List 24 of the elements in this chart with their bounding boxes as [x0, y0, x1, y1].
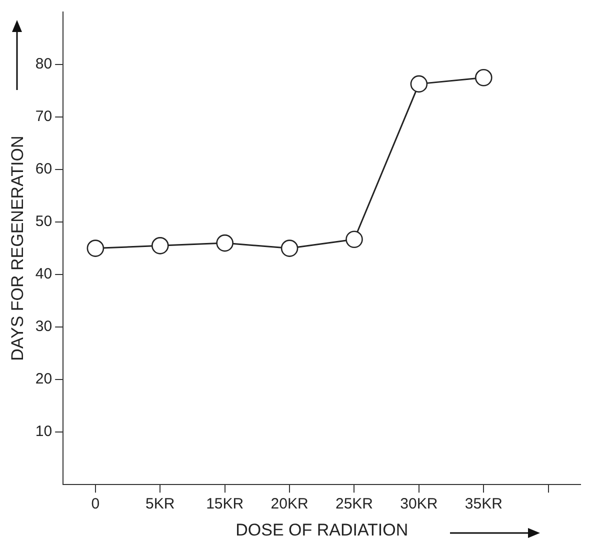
x-tick-label: 30KR [400, 496, 438, 513]
y-tick-label: 60 [35, 160, 52, 178]
y-tick-label: 40 [35, 266, 52, 283]
x-tick-label: 20KR [270, 496, 308, 513]
point [86, 240, 104, 257]
point [280, 240, 298, 257]
point [216, 234, 234, 252]
x-axis-title: DOSE OF RADIATION [236, 520, 408, 540]
x-tick-label: 0 [91, 496, 100, 513]
point [346, 230, 363, 248]
point [151, 237, 169, 254]
y-axis-title: DAYS FOR REGENERATION [8, 136, 27, 361]
y-tick-label: 10 [35, 423, 52, 440]
x-tick-label: 25KR [335, 496, 374, 513]
y-tick-label: 30 [35, 318, 52, 336]
y-tick-label: 20 [35, 370, 52, 388]
x-tick-label: 5KR [146, 496, 175, 513]
x-tick-label: 35KR [464, 496, 503, 513]
y-tick-label: 70 [35, 108, 52, 126]
point [410, 75, 428, 93]
y-tick-label: 80 [35, 56, 52, 73]
point [474, 68, 492, 86]
y-tick-label: 50 [35, 213, 52, 230]
x-tick-label: 15KR [206, 496, 244, 513]
